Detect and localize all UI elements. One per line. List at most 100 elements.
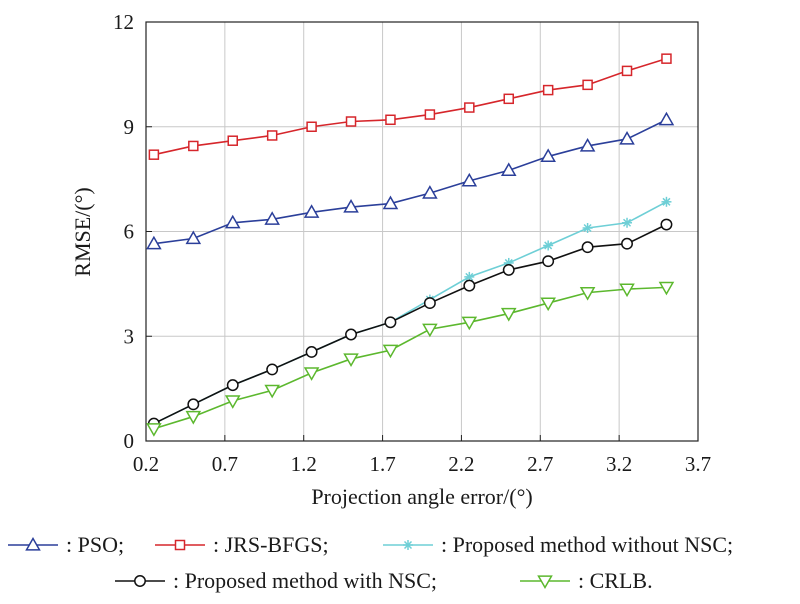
data-point-pso bbox=[422, 185, 438, 199]
data-point-proposed-method-with-nsc bbox=[266, 363, 279, 376]
x-tick-label: 0.7 bbox=[212, 452, 238, 476]
data-point-crlb bbox=[382, 344, 399, 359]
data-point-pso bbox=[500, 162, 517, 177]
data-point-proposed-method-with-nsc bbox=[581, 241, 594, 254]
x-tick-label: 2.2 bbox=[448, 452, 474, 476]
y-tick-label: 12 bbox=[113, 10, 134, 34]
data-point-crlb bbox=[224, 395, 241, 409]
data-point-proposed-method-without-nsc bbox=[582, 223, 593, 234]
data-point-pso bbox=[540, 148, 556, 163]
legend-label-proposed-method-with-nsc: : Proposed method with NSC; bbox=[173, 568, 437, 593]
data-point-crlb bbox=[422, 323, 438, 338]
legend-label-crlb: : CRLB. bbox=[578, 568, 653, 593]
data-point-crlb bbox=[303, 367, 320, 381]
data-point-pso bbox=[264, 211, 280, 225]
legend-marker-proposed-method-without-nsc bbox=[403, 540, 413, 550]
data-point-proposed-method-with-nsc bbox=[305, 346, 318, 358]
legend-item-crlb: : CRLB. bbox=[520, 568, 653, 593]
x-tick-label: 1.2 bbox=[291, 452, 317, 476]
data-point-pso bbox=[579, 137, 596, 152]
data-point-pso bbox=[461, 172, 478, 187]
data-point-jrs-bfgs bbox=[306, 121, 317, 132]
x-tick-label: 0.2 bbox=[133, 452, 159, 476]
data-point-crlb bbox=[619, 283, 635, 298]
series-layer bbox=[146, 53, 675, 437]
data-point-jrs-bfgs bbox=[464, 102, 475, 113]
legend-marker-crlb bbox=[537, 575, 553, 590]
data-point-proposed-method-without-nsc bbox=[661, 196, 672, 207]
data-point-jrs-bfgs bbox=[345, 116, 357, 127]
x-tick-label: 1.7 bbox=[369, 452, 395, 476]
data-point-proposed-method-with-nsc bbox=[463, 279, 476, 292]
data-point-proposed-method-with-nsc bbox=[226, 379, 239, 392]
series-line-proposed-method-with-nsc bbox=[153, 223, 667, 425]
legend-label-proposed-method-without-nsc: : Proposed method without NSC; bbox=[441, 532, 733, 557]
data-point-jrs-bfgs bbox=[188, 140, 199, 152]
y-tick-label: 0 bbox=[124, 429, 135, 453]
data-point-pso bbox=[343, 199, 359, 213]
series-line-pso bbox=[153, 119, 667, 245]
data-point-crlb bbox=[185, 410, 202, 425]
series-line-jrs-bfgs bbox=[153, 57, 667, 156]
data-point-jrs-bfgs bbox=[503, 93, 514, 105]
x-tick-label: 2.7 bbox=[527, 452, 553, 476]
axis-ticks: 0.2 0.7 1.2 1.7 2.2 2.7 3.2 3.7 0 3 6 9 12 bbox=[113, 10, 711, 476]
data-point-jrs-bfgs bbox=[542, 84, 554, 96]
data-point-proposed-method-with-nsc bbox=[423, 297, 436, 310]
data-point-proposed-method-without-nsc bbox=[543, 240, 554, 251]
data-point-crlb bbox=[500, 307, 517, 322]
data-point-pso bbox=[185, 230, 202, 245]
y-tick-label: 3 bbox=[124, 324, 135, 348]
data-point-crlb bbox=[146, 423, 162, 437]
data-point-jrs-bfgs bbox=[621, 65, 633, 77]
series-pso bbox=[146, 111, 675, 250]
legend-label-pso: : PSO; bbox=[66, 532, 124, 557]
data-point-jrs-bfgs bbox=[266, 130, 278, 141]
data-point-proposed-method-without-nsc bbox=[622, 217, 633, 228]
data-point-proposed-method-with-nsc bbox=[187, 398, 200, 411]
x-tick-label: 3.2 bbox=[606, 452, 632, 476]
data-point-pso bbox=[382, 195, 399, 210]
legend-label-jrs-bfgs: : JRS-BFGS; bbox=[213, 532, 329, 557]
data-point-pso bbox=[303, 204, 320, 218]
y-tick-label: 9 bbox=[124, 115, 135, 139]
data-point-proposed-method-with-nsc bbox=[502, 263, 515, 276]
legend-item-proposed-method-without-nsc: : Proposed method without NSC; bbox=[383, 532, 733, 557]
data-point-jrs-bfgs bbox=[148, 149, 160, 160]
data-point-crlb bbox=[264, 384, 280, 399]
data-point-jrs-bfgs bbox=[227, 135, 238, 146]
y-axis-label: RMSE/(°) bbox=[70, 187, 95, 276]
data-point-crlb bbox=[658, 281, 675, 296]
data-point-crlb bbox=[343, 353, 359, 367]
data-point-proposed-method-with-nsc bbox=[621, 237, 633, 250]
legend: : PSO; : JRS-BFGS; : Proposed method witho… bbox=[8, 532, 733, 593]
data-point-jrs-bfgs bbox=[424, 109, 436, 120]
legend-marker-proposed-method-with-nsc bbox=[134, 575, 146, 587]
data-point-proposed-method-with-nsc bbox=[542, 255, 555, 268]
data-point-jrs-bfgs bbox=[582, 79, 593, 91]
legend-item-proposed-method-with-nsc: : Proposed method with NSC; bbox=[115, 568, 437, 593]
data-point-proposed-method-with-nsc bbox=[384, 316, 397, 329]
y-tick-label: 6 bbox=[124, 220, 135, 244]
legend-item-jrs-bfgs: : JRS-BFGS; bbox=[155, 532, 329, 557]
data-point-proposed-method-with-nsc bbox=[660, 218, 673, 231]
series-line-crlb bbox=[153, 286, 667, 430]
legend-marker-pso bbox=[25, 536, 41, 551]
series-jrs-bfgs bbox=[148, 53, 672, 160]
x-axis-label: Projection angle error/(°) bbox=[311, 484, 532, 509]
grid bbox=[146, 22, 698, 441]
data-point-proposed-method-with-nsc bbox=[345, 328, 357, 341]
legend-item-pso: : PSO; bbox=[8, 532, 124, 557]
data-point-crlb bbox=[579, 286, 596, 301]
data-point-pso bbox=[224, 214, 241, 229]
data-point-pso bbox=[619, 130, 635, 145]
series-crlb bbox=[146, 281, 675, 437]
data-point-crlb bbox=[540, 297, 556, 312]
legend-marker-jrs-bfgs bbox=[174, 539, 186, 551]
x-tick-label: 3.7 bbox=[685, 452, 711, 476]
data-point-pso bbox=[658, 111, 675, 126]
data-point-pso bbox=[146, 235, 162, 250]
data-point-crlb bbox=[461, 316, 478, 331]
data-point-jrs-bfgs bbox=[661, 53, 672, 64]
